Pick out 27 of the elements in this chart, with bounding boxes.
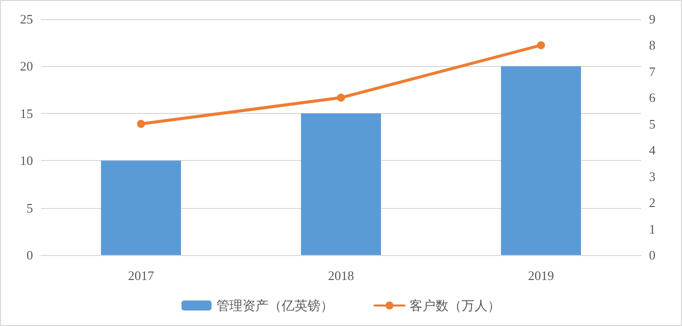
y-tick-label: 0	[26, 248, 33, 262]
bar	[301, 113, 381, 255]
point	[137, 120, 145, 128]
y-tick-label: 5	[26, 200, 33, 216]
y2-tick-label: 6	[649, 90, 656, 106]
legend-label: 客户数（万人）	[410, 298, 500, 313]
y2-tick-label: 3	[649, 168, 656, 184]
y-tick-label: 10	[20, 153, 33, 168]
y2-tick-label: 7	[649, 64, 656, 79]
y2-tick-label: 4	[649, 142, 656, 158]
y2-tick-label: 9	[649, 12, 656, 26]
y2-tick-label: 8	[649, 38, 656, 53]
y-tick-label: 25	[20, 12, 33, 26]
point	[337, 94, 345, 102]
y-tick-label: 20	[20, 58, 33, 74]
legend-label: 管理资产（亿英镑）	[216, 298, 334, 313]
y2-tick-label: 0	[649, 248, 656, 262]
bar	[101, 160, 181, 255]
point	[537, 41, 545, 50]
y2-tick-label: 1	[649, 221, 656, 236]
x-tick-label: 2019	[528, 268, 554, 283]
y2-tick-label: 2	[649, 195, 656, 210]
x-tick-label: 2018	[328, 268, 354, 283]
x-tick-label: 2017	[128, 268, 154, 283]
bar	[501, 66, 581, 255]
y2-tick-label: 5	[649, 116, 656, 132]
y-tick-label: 15	[20, 106, 33, 121]
